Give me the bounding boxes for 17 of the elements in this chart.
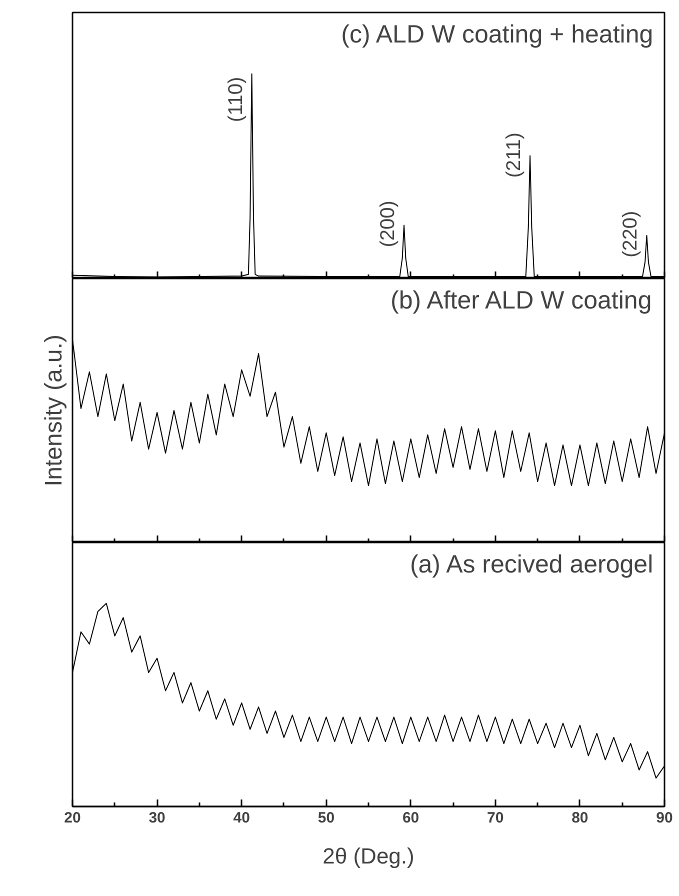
x-tick-label: 50 <box>318 810 335 826</box>
text: (a) As recived aerogel <box>410 550 654 578</box>
annotation: (211) <box>503 132 526 178</box>
x-tick-label: 80 <box>572 810 588 826</box>
x-tick-label: 20 <box>64 810 81 826</box>
text: (b) After ALD W coating <box>390 286 652 314</box>
annotation: (110) <box>224 76 247 122</box>
x-tick-label: 60 <box>402 810 420 826</box>
x-tick-label: 70 <box>487 810 504 826</box>
x-tick-label: 30 <box>148 810 166 826</box>
annotation: (200) <box>377 200 400 248</box>
x-tick-label: 40 <box>233 810 250 826</box>
x-tick-label: 90 <box>656 810 673 826</box>
y-axis-title: Intensity (a.u.) <box>40 334 68 487</box>
text: (c) ALD W coating + heating <box>341 20 654 48</box>
annotation: (220) <box>620 210 642 258</box>
x-axis-title: 2θ (Deg.) <box>322 844 414 868</box>
